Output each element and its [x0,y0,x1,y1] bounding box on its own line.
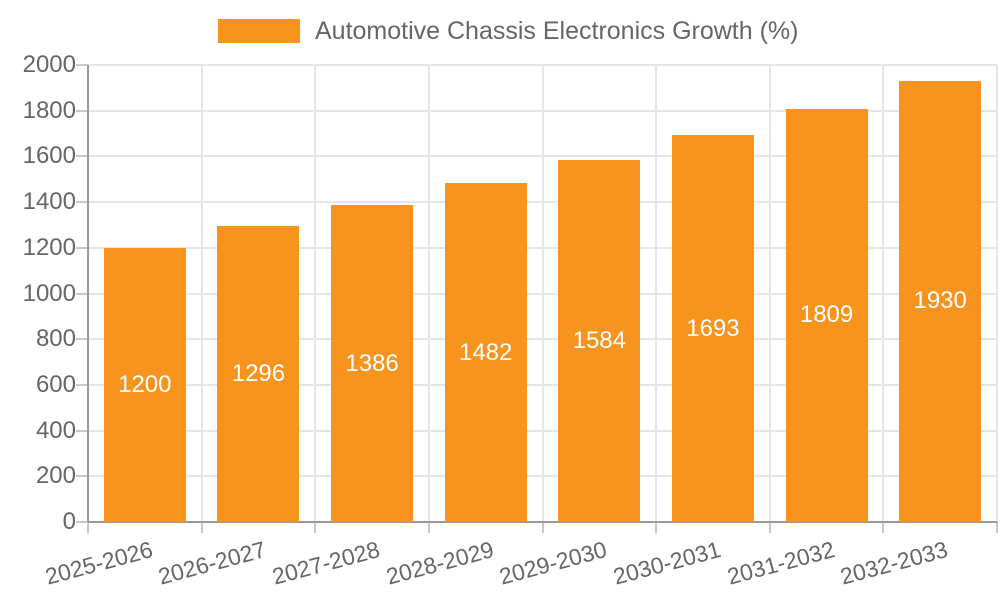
x-gridline [655,65,658,522]
bar-value-label: 1930 [913,287,967,315]
bar[interactable] [899,80,982,522]
x-axis-label: 2032-2033 [837,536,951,590]
y-axis-label: 1000 [22,279,76,307]
y-axis-tick [76,383,88,386]
y-axis-label: 200 [35,462,76,490]
bar[interactable] [217,225,300,522]
x-axis-tick [996,522,998,533]
y-axis-tick [76,338,88,341]
y-axis-label: 1400 [22,188,76,216]
x-axis-label: 2026-2027 [155,536,269,590]
x-axis-line [88,521,997,523]
x-axis-tick [768,522,771,533]
y-axis-tick [76,429,88,432]
x-axis-label: 2029-2030 [496,536,610,590]
y-axis-tick [76,521,88,523]
x-axis-tick [427,522,430,533]
bar[interactable] [444,183,527,522]
x-axis-tick [882,522,885,533]
y-axis-tick [76,246,88,249]
y-axis-label: 1200 [22,233,76,261]
y-axis-tick [76,475,88,478]
y-axis-label: 800 [35,325,76,353]
x-axis-label: 2031-2032 [724,536,838,590]
x-gridline [200,65,203,522]
x-gridline [314,65,317,522]
legend-label: Automotive Chassis Electronics Growth (%… [315,17,799,45]
y-axis-line [87,65,89,522]
x-gridline [427,65,430,522]
bar[interactable] [785,108,868,522]
y-axis-label: 400 [35,416,76,444]
bar-value-label: 1584 [572,327,626,355]
legend[interactable]: Automotive Chassis Electronics Growth (%… [218,17,798,45]
bar[interactable] [331,205,414,522]
bar[interactable] [671,135,754,522]
bar-value-label: 1693 [686,314,740,342]
x-axis-label: 2030-2031 [610,536,724,590]
x-axis-label: 2028-2029 [383,536,497,590]
x-gridline [768,65,771,522]
y-axis-tick [76,292,88,295]
x-gridline [996,65,998,522]
y-axis-label: 1600 [22,142,76,170]
x-gridline [541,65,544,522]
x-axis-label: 2025-2026 [42,536,156,590]
bar-value-label: 1809 [799,301,854,329]
x-axis-tick [200,522,203,533]
y-axis-label: 600 [35,370,76,398]
x-axis-label: 2027-2028 [269,536,383,590]
y-axis-label: 0 [62,508,76,535]
bar-value-label: 1296 [231,359,286,387]
legend-swatch-icon [218,19,300,43]
bar-value-label: 1200 [118,370,172,398]
y-axis-tick [76,109,88,112]
y-axis-tick [76,64,88,66]
y-axis-tick [76,201,88,204]
x-axis-tick [655,522,658,533]
x-axis-tick [87,522,89,533]
bar-value-label: 1386 [345,349,399,377]
bar[interactable] [103,247,186,522]
x-axis-tick [541,522,544,533]
y-axis-label: 1800 [22,96,76,124]
y-axis-label: 2000 [22,51,76,78]
x-axis-tick [314,522,317,533]
bar[interactable] [558,160,641,522]
x-gridline [882,65,885,522]
y-axis-tick [76,155,88,158]
bar-value-label: 1482 [458,338,513,366]
